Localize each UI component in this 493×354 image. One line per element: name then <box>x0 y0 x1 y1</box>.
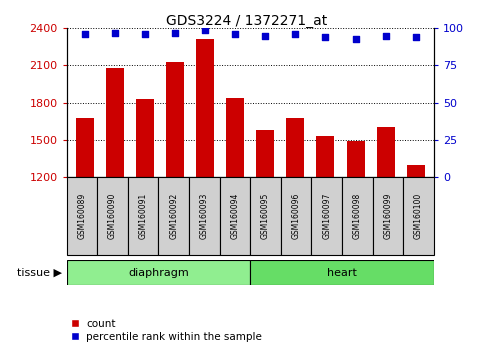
Point <box>321 34 329 40</box>
Bar <box>219 177 250 255</box>
Bar <box>166 62 184 177</box>
Bar <box>189 177 219 255</box>
Point <box>81 32 89 37</box>
Point <box>111 30 119 36</box>
Point <box>141 32 149 37</box>
Text: GSM160093: GSM160093 <box>200 193 209 239</box>
Text: GSM160094: GSM160094 <box>230 193 240 239</box>
Bar <box>196 40 214 177</box>
Text: tissue ▶: tissue ▶ <box>17 268 62 278</box>
Bar <box>286 118 304 177</box>
Bar <box>136 99 154 177</box>
Text: GSM160091: GSM160091 <box>139 193 147 239</box>
Point <box>412 34 420 40</box>
Bar <box>97 177 128 255</box>
Text: GSM160096: GSM160096 <box>291 193 301 239</box>
Legend: count, percentile rank within the sample: count, percentile rank within the sample <box>72 319 262 342</box>
Bar <box>250 260 434 285</box>
Point <box>352 36 359 41</box>
Bar <box>256 130 274 177</box>
Text: GDS3224 / 1372271_at: GDS3224 / 1372271_at <box>166 14 327 28</box>
Text: GSM160097: GSM160097 <box>322 193 331 239</box>
Bar <box>250 177 281 255</box>
Point <box>291 32 299 37</box>
Bar <box>403 177 434 255</box>
Bar <box>128 177 158 255</box>
Bar <box>67 177 97 255</box>
Text: GSM160090: GSM160090 <box>108 193 117 239</box>
Point <box>201 27 209 33</box>
Text: GSM160100: GSM160100 <box>414 193 423 239</box>
Bar <box>317 136 334 177</box>
Bar <box>407 165 425 177</box>
Text: heart: heart <box>327 268 357 278</box>
Bar <box>67 260 250 285</box>
Bar <box>106 68 124 177</box>
Point <box>231 32 239 37</box>
Point <box>382 33 389 39</box>
Bar <box>347 141 365 177</box>
Text: diaphragm: diaphragm <box>128 268 189 278</box>
Bar <box>312 177 342 255</box>
Bar <box>75 118 94 177</box>
Text: GSM160095: GSM160095 <box>261 193 270 239</box>
Point <box>261 33 269 39</box>
Text: GSM160092: GSM160092 <box>169 193 178 239</box>
Bar <box>226 98 244 177</box>
Bar <box>281 177 312 255</box>
Bar <box>377 127 395 177</box>
Text: GSM160098: GSM160098 <box>353 193 362 239</box>
Bar <box>342 177 373 255</box>
Bar <box>373 177 403 255</box>
Text: GSM160089: GSM160089 <box>77 193 86 239</box>
Text: GSM160099: GSM160099 <box>384 193 392 239</box>
Bar <box>158 177 189 255</box>
Point <box>171 30 179 36</box>
